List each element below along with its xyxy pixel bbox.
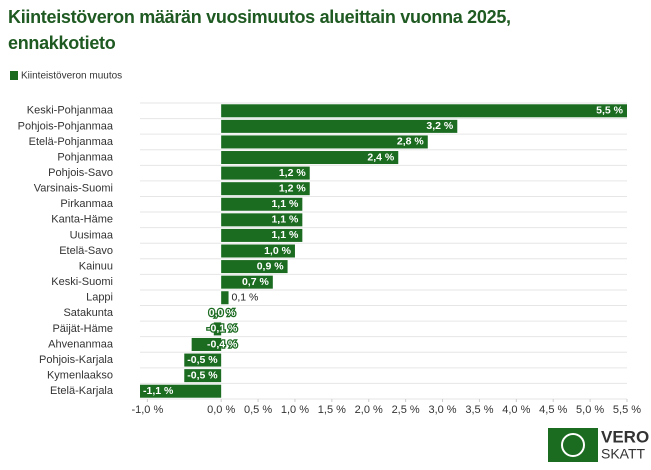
y-tick-label: Keski-Suomi (51, 276, 113, 288)
y-tick-label: Ahvenanmaa (48, 338, 114, 350)
bar (184, 353, 222, 367)
bar (221, 228, 303, 242)
x-tick-label: 1,0 % (281, 404, 309, 416)
logo-top: VERO (601, 427, 649, 446)
x-tick-label: 0,0 % (207, 404, 235, 416)
y-tick-label: Päijät-Häme (52, 323, 113, 335)
y-tick-label: Kainuu (79, 260, 113, 272)
y-tick-label: Pohjois-Pohjanmaa (18, 120, 114, 132)
bar (221, 151, 399, 165)
legend-swatch (10, 71, 18, 80)
x-tick-label: 5,0 % (576, 404, 604, 416)
bar (184, 369, 222, 383)
logo: VERO SKATT (548, 427, 649, 462)
y-tick-label: Uusimaa (70, 229, 114, 241)
value-label: -0,5 % (187, 354, 218, 366)
x-tick-label: 5,5 % (613, 404, 641, 416)
logo-emblem (561, 433, 585, 457)
y-tick-label: Kanta-Häme (51, 214, 113, 226)
bar (191, 337, 222, 351)
bar (221, 197, 303, 211)
bar (221, 213, 303, 227)
bar (221, 244, 295, 258)
x-tick-label: 1,5 % (318, 404, 346, 416)
value-label: 5,5 % (596, 105, 624, 117)
x-tick-label: 4,5 % (539, 404, 567, 416)
bar (221, 260, 288, 274)
legend-label: Kiinteistöveron muutos (21, 71, 122, 82)
value-label: 1,1 % (271, 229, 299, 241)
x-tick-label: 0,5 % (244, 404, 272, 416)
value-label: 0,1 % (232, 292, 259, 304)
x-tick-label: -1,0 % (131, 404, 163, 416)
bar (221, 104, 627, 118)
value-label: 0,9 % (257, 260, 285, 272)
bar (221, 275, 273, 289)
value-label: 3,2 % (426, 120, 454, 132)
y-tick-label: Pohjois-Karjala (39, 354, 114, 366)
value-label: 2,8 % (397, 136, 425, 148)
x-tick-label: 2,0 % (355, 404, 383, 416)
value-label: 1,1 % (271, 198, 299, 210)
logo-bottom: SKATT (601, 446, 646, 462)
y-tick-label: Etelä-Savo (59, 245, 113, 257)
y-tick-label: Satakunta (63, 307, 113, 319)
x-tick-label: 3,0 % (428, 404, 456, 416)
y-tick-label: Etelä-Karjala (50, 385, 114, 397)
value-label: -1,1 % (143, 385, 174, 397)
value-label: 1,0 % (264, 245, 292, 257)
value-label: 0,0 % (209, 307, 237, 319)
x-tick-label: 2,5 % (392, 404, 420, 416)
value-label: 2,4 % (367, 151, 395, 163)
y-tick-label: Keski-Pohjanmaa (27, 105, 114, 117)
bar (213, 322, 222, 336)
bar (221, 182, 310, 196)
value-label: 1,2 % (279, 167, 307, 179)
y-tick-label: Pohjanmaa (57, 151, 114, 163)
bar (221, 135, 428, 149)
y-tick-label: Etelä-Pohjanmaa (29, 136, 114, 148)
x-tick-label: 4,0 % (502, 404, 530, 416)
y-tick-label: Pohjois-Savo (48, 167, 113, 179)
value-label: -0,4 % (207, 338, 238, 350)
bar (221, 119, 458, 133)
bar (221, 166, 310, 180)
bar (221, 291, 229, 305)
y-tick-label: Kymenlaakso (47, 370, 113, 382)
y-tick-label: Varsinais-Suomi (34, 183, 113, 195)
y-tick-label: Pirkanmaa (60, 198, 113, 210)
bar (140, 384, 222, 398)
value-label: -0,1 % (207, 323, 238, 335)
value-label: 0,7 % (242, 276, 270, 288)
x-tick-label: 3,5 % (465, 404, 493, 416)
value-label: 1,2 % (279, 182, 307, 194)
value-label: 1,1 % (271, 214, 299, 226)
value-label: -0,5 % (187, 369, 218, 381)
chart-title: Kiinteistöveron määrän vuosimuutos aluei… (8, 7, 511, 53)
y-tick-label: Lappi (86, 292, 113, 304)
